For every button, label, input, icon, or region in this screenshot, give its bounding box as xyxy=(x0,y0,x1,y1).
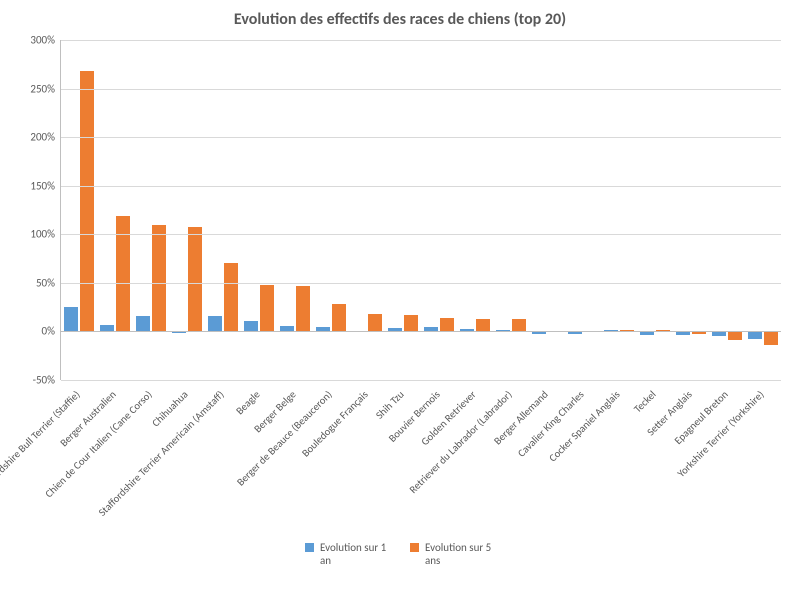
bar-group xyxy=(601,40,637,380)
y-tick-label: 100% xyxy=(30,228,61,241)
bar-series-2 xyxy=(728,331,742,340)
bar-group xyxy=(349,40,385,380)
bars-container xyxy=(61,40,781,380)
bar-series-1 xyxy=(136,316,150,332)
y-tick-label: 300% xyxy=(30,34,61,47)
bar-group xyxy=(205,40,241,380)
bar-group xyxy=(421,40,457,380)
y-tick-label: 200% xyxy=(30,131,61,144)
bar-series-2 xyxy=(368,314,382,331)
grid-line xyxy=(61,89,781,90)
grid-line xyxy=(61,137,781,138)
bar-series-1 xyxy=(208,316,222,332)
bar-group xyxy=(97,40,133,380)
bar-group xyxy=(277,40,313,380)
bar-group xyxy=(673,40,709,380)
grid-line xyxy=(61,234,781,235)
chart-title: Evolution des effectifs des races de chi… xyxy=(0,10,800,29)
y-tick-label: 250% xyxy=(30,82,61,95)
bar-group xyxy=(637,40,673,380)
plot-area: -50%0%50%100%150%200%250%300% xyxy=(60,40,781,380)
bar-group xyxy=(133,40,169,380)
bar-series-2 xyxy=(224,263,238,331)
y-tick-label: 150% xyxy=(30,179,61,192)
bar-series-1 xyxy=(100,325,114,332)
bar-group xyxy=(529,40,565,380)
bar-series-2 xyxy=(332,304,346,331)
bar-series-2 xyxy=(152,225,166,332)
bar-group xyxy=(457,40,493,380)
bar-group xyxy=(709,40,745,380)
y-tick-label: -50% xyxy=(33,374,61,387)
bar-chart: Evolution des effectifs des races de chi… xyxy=(0,0,800,577)
grid-line xyxy=(61,40,781,41)
grid-line xyxy=(61,186,781,187)
bar-series-1 xyxy=(244,321,258,332)
bar-group xyxy=(385,40,421,380)
bar-group xyxy=(493,40,529,380)
bar-group xyxy=(745,40,781,380)
bar-series-2 xyxy=(188,227,202,332)
grid-line xyxy=(61,380,781,381)
y-tick-label: 0% xyxy=(42,325,61,338)
bar-series-2 xyxy=(440,318,454,332)
bar-series-1 xyxy=(748,331,762,339)
bar-series-2 xyxy=(80,71,94,331)
bar-group xyxy=(169,40,205,380)
bar-group xyxy=(313,40,349,380)
bar-series-2 xyxy=(764,331,778,345)
bar-series-2 xyxy=(296,286,310,332)
bar-series-2 xyxy=(260,285,274,332)
bar-series-2 xyxy=(404,315,418,332)
grid-line xyxy=(61,283,781,284)
bar-series-2 xyxy=(512,319,526,332)
bar-series-1 xyxy=(64,307,78,331)
bar-series-2 xyxy=(476,319,490,332)
y-tick-label: 50% xyxy=(36,276,61,289)
bar-group xyxy=(241,40,277,380)
bar-series-2 xyxy=(116,216,130,332)
bar-group xyxy=(565,40,601,380)
x-axis-zero-line xyxy=(61,331,781,332)
bar-group xyxy=(61,40,97,380)
